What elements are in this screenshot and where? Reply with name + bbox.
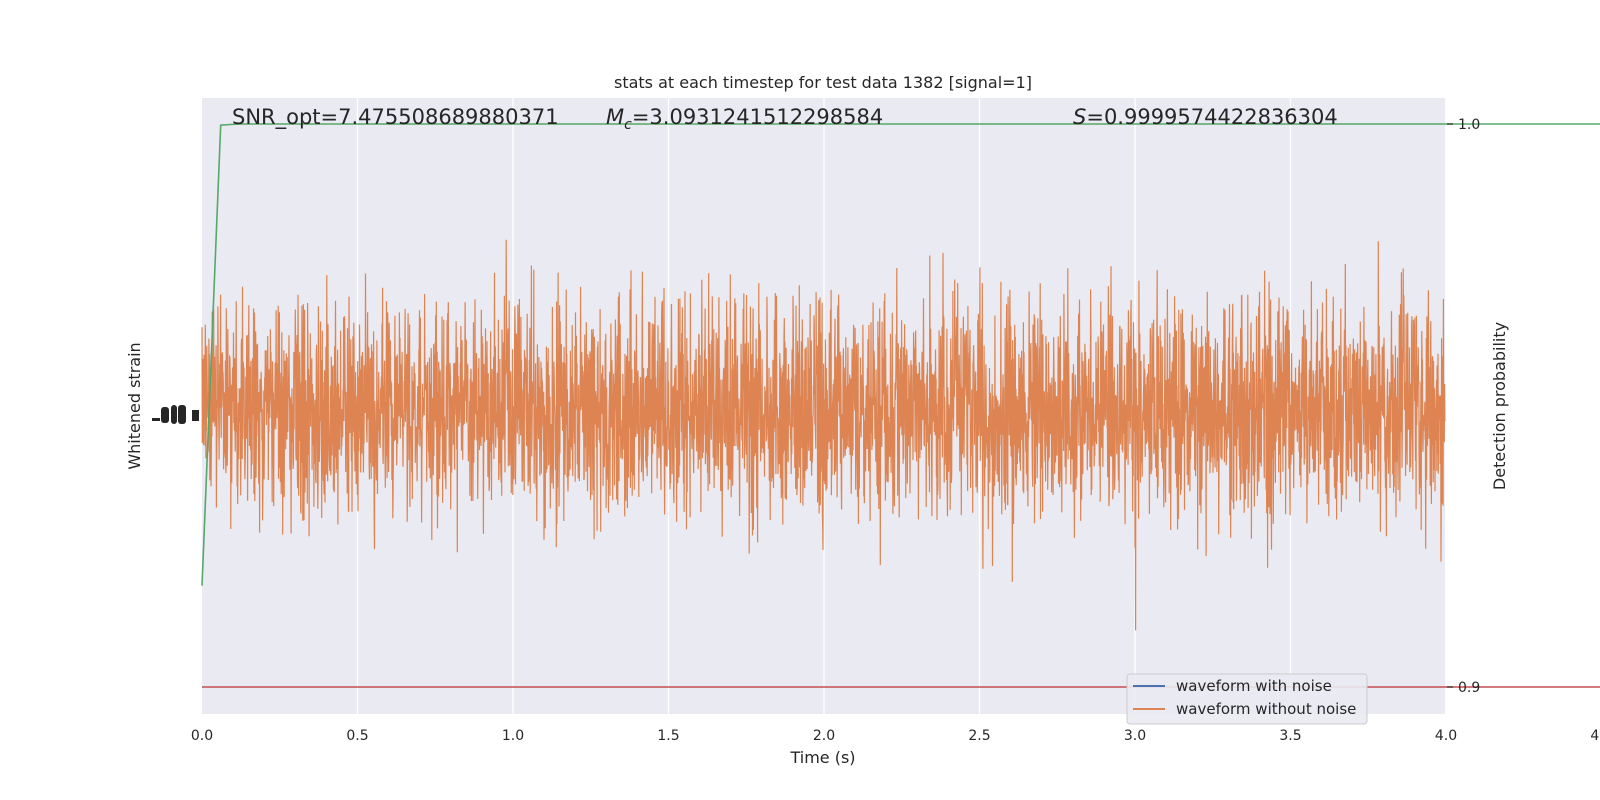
x-tick-label: 2.0 <box>813 728 835 744</box>
probability-series <box>201 123 1600 688</box>
x-axis: 0.00.51.01.52.02.53.03.54.04.55.05.56.06… <box>191 728 1600 744</box>
x-tick-label: 4.0 <box>1435 728 1457 744</box>
y2-tick-label: 0.9 <box>1458 680 1480 696</box>
left-axis-clutter <box>152 405 199 424</box>
right-y-axis-label: Detection probability <box>1490 322 1509 490</box>
x-tick-label: 4.5 <box>1590 728 1600 744</box>
chirp-mass-annotation: Mc=3.0931241512298584 <box>606 105 883 133</box>
chart-title: stats at each timestep for test data 138… <box>614 73 1032 92</box>
snr-annotation: SNR_opt=7.475508689880371 <box>232 105 559 130</box>
x-tick-label: 1.0 <box>502 728 524 744</box>
right-y-axis: 1.0 0.9 <box>1447 117 1480 696</box>
x-axis-label: Time (s) <box>789 748 855 767</box>
strain-without-noise-line <box>201 239 1446 631</box>
x-tick-label: 1.5 <box>657 728 679 744</box>
left-y-axis-label: Whitened strain <box>125 342 144 469</box>
detection-probability-line <box>201 123 1600 586</box>
x-tick-label: 0.0 <box>191 728 213 744</box>
x-tick-label: 3.5 <box>1279 728 1301 744</box>
strain-series <box>201 239 1446 631</box>
legend-box <box>1126 673 1368 725</box>
x-tick-label: 3.0 <box>1124 728 1146 744</box>
legend-label-with-noise: waveform with noise <box>1176 677 1332 695</box>
y2-tick-label: 1.0 <box>1458 117 1480 133</box>
s-annotation: S=0.9999574422836304 <box>1073 105 1338 129</box>
legend: waveform with noise waveform without noi… <box>1126 673 1368 725</box>
x-tick-label: 0.5 <box>346 728 368 744</box>
legend-label-without-noise: waveform without noise <box>1176 700 1356 718</box>
x-tick-label: 2.5 <box>968 728 990 744</box>
